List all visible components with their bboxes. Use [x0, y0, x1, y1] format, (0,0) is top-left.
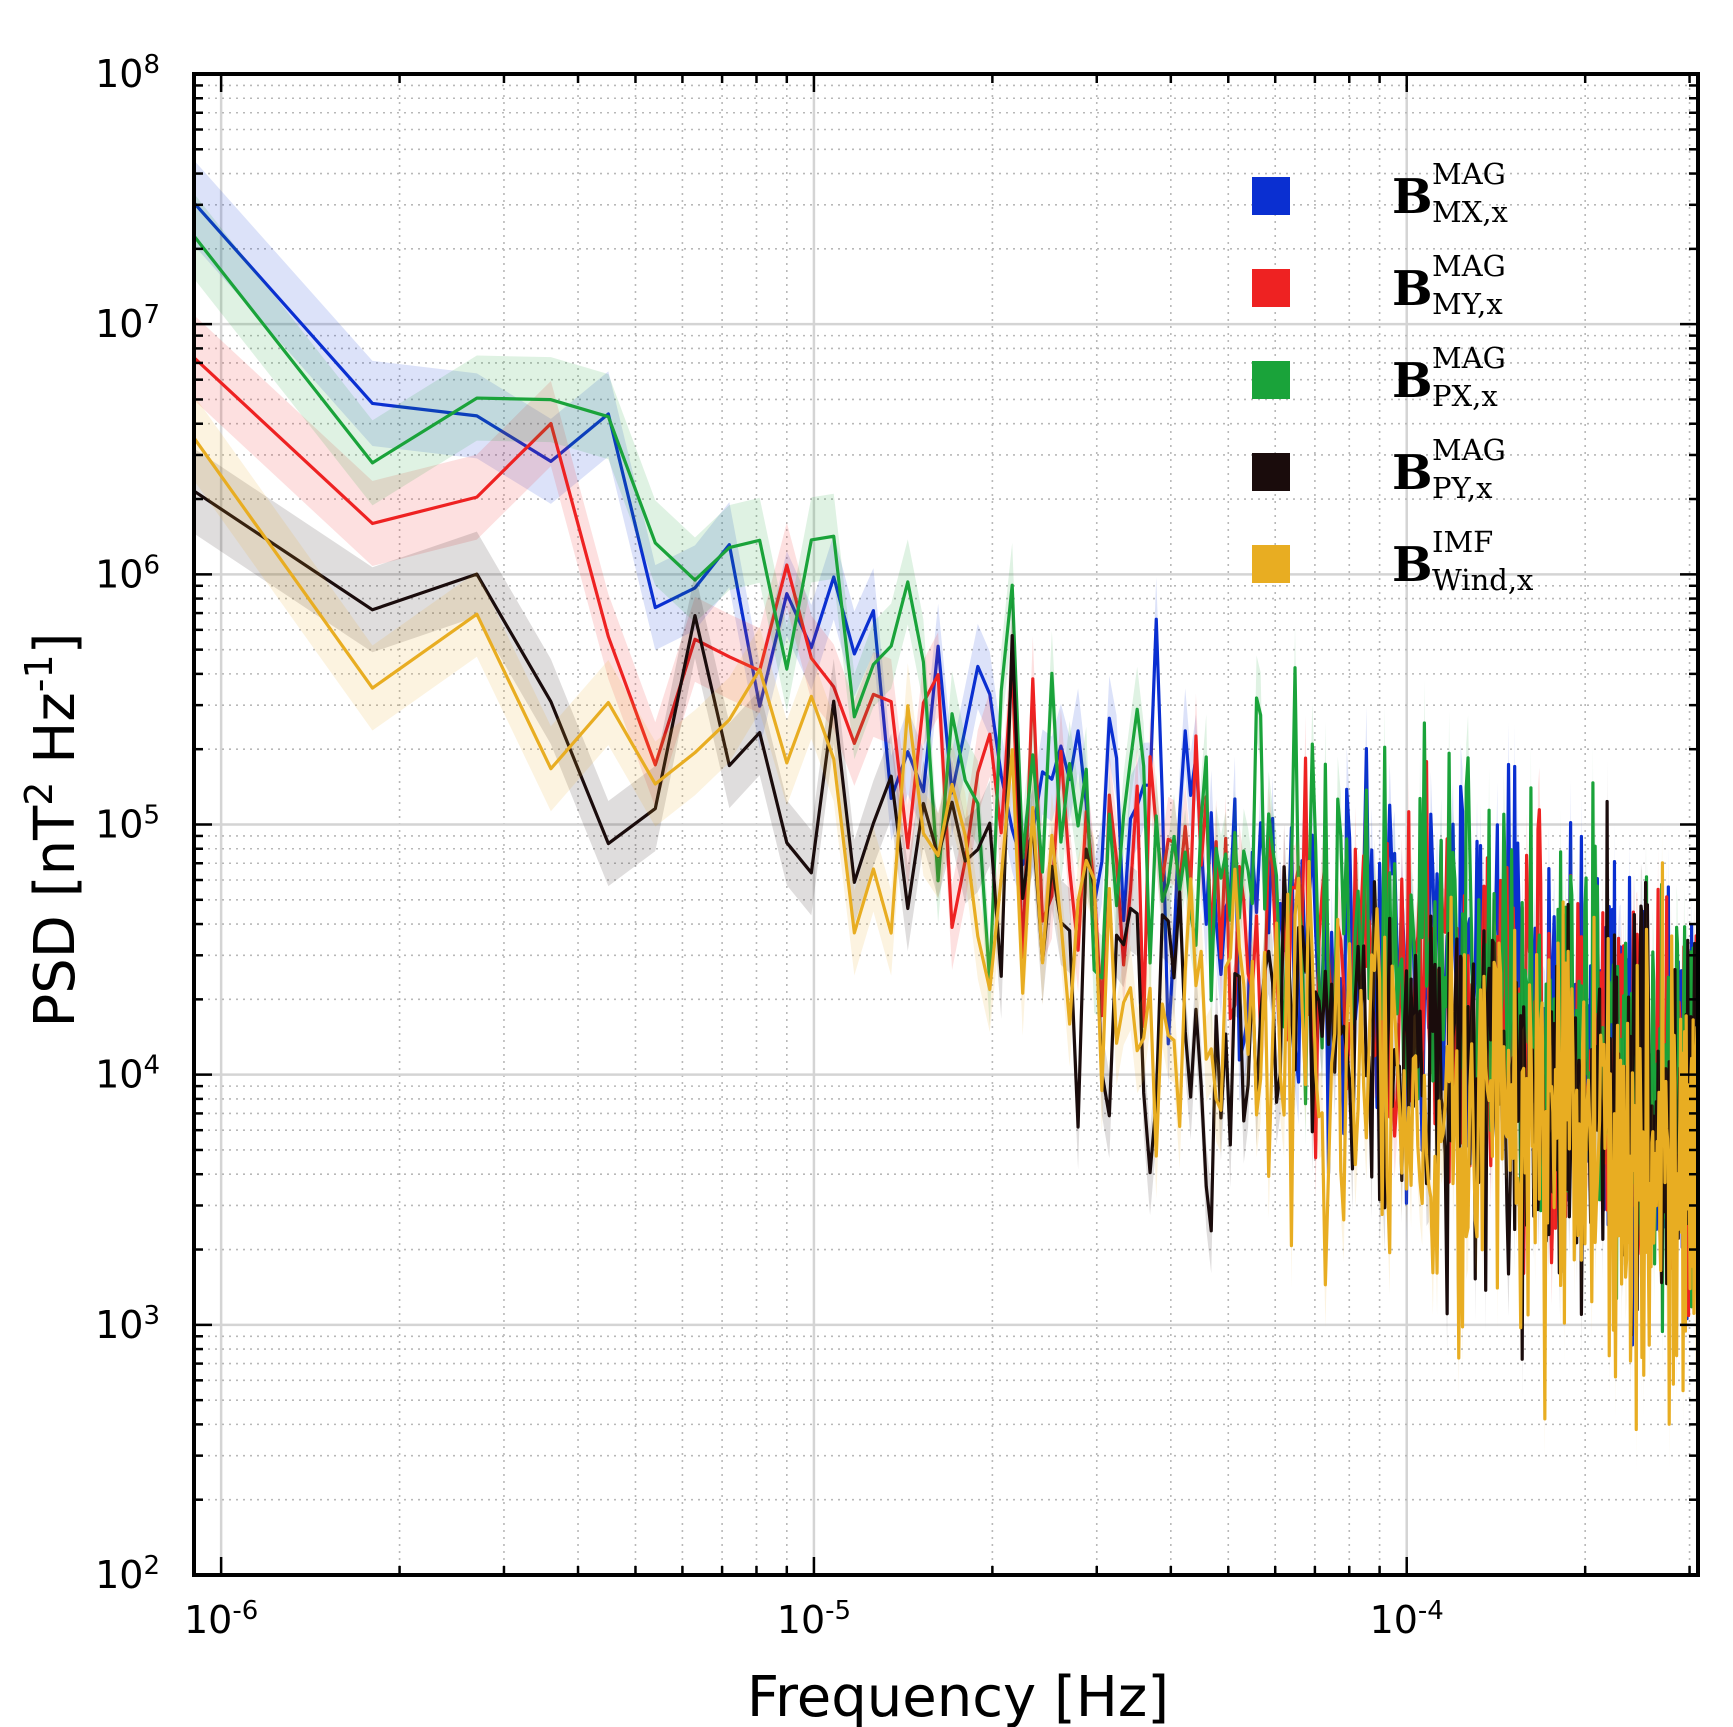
- series-confidence-band: [194, 160, 1698, 1388]
- legend-label: B: [1392, 445, 1433, 501]
- y-tick-label: 108: [95, 50, 160, 96]
- legend-label-superscript: MAG: [1432, 157, 1506, 191]
- legend-item: B MAG MY,x: [1252, 249, 1506, 321]
- legend-item: B IMF Wind,x: [1252, 525, 1533, 597]
- x-tick-label: 10-4: [1370, 1596, 1444, 1642]
- series-layer: [192, 160, 1700, 1529]
- y-tick-label: 107: [95, 300, 160, 346]
- legend-label-superscript: MAG: [1432, 341, 1506, 375]
- legend-label-superscript: MAG: [1432, 249, 1506, 283]
- x-tick-label: 10-6: [184, 1596, 258, 1642]
- legend-label-superscript: MAG: [1432, 433, 1506, 467]
- series-line: [192, 437, 1700, 1487]
- x-axis-title: Frequency [Hz]: [747, 1665, 1169, 1727]
- legend-label-subscript: PX,x: [1432, 379, 1498, 413]
- legend-item: B MAG PY,x: [1252, 433, 1506, 505]
- y-tick-label: 103: [95, 1301, 160, 1347]
- legend-label-subscript: MY,x: [1432, 287, 1503, 321]
- tick-labels: 10-6 10-5 10-4 102 103 104 105 106 107 108: [95, 50, 1444, 1642]
- y-axis-title: PSD [nT2 Hz-1]: [17, 632, 88, 1027]
- legend-swatch: [1252, 269, 1290, 307]
- legend-label-subscript: MX,x: [1432, 195, 1508, 229]
- legend-swatch: [1252, 177, 1290, 215]
- legend-item: B MAG PX,x: [1252, 341, 1506, 413]
- grid: [193, 72, 1698, 1577]
- legend-label-subscript: PY,x: [1432, 471, 1493, 505]
- y-tick-label: 105: [95, 801, 160, 847]
- legend-label: B: [1392, 353, 1433, 409]
- legend-label: B: [1392, 261, 1433, 317]
- legend-item: B MAG MX,x: [1252, 157, 1508, 229]
- y-tick-label: 104: [95, 1051, 160, 1097]
- legend-label-subscript: Wind,x: [1432, 563, 1533, 597]
- legend-swatch: [1252, 361, 1290, 399]
- y-tick-label: 102: [95, 1551, 160, 1597]
- legend-swatch: [1252, 453, 1290, 491]
- legend-label: B: [1392, 169, 1433, 225]
- axis-ticks: [192, 72, 1698, 1577]
- x-tick-label: 10-5: [777, 1596, 851, 1642]
- legend-label: B: [1392, 537, 1433, 593]
- legend-swatch: [1252, 545, 1290, 583]
- y-tick-label: 106: [95, 550, 160, 596]
- legend-label-superscript: IMF: [1432, 525, 1493, 559]
